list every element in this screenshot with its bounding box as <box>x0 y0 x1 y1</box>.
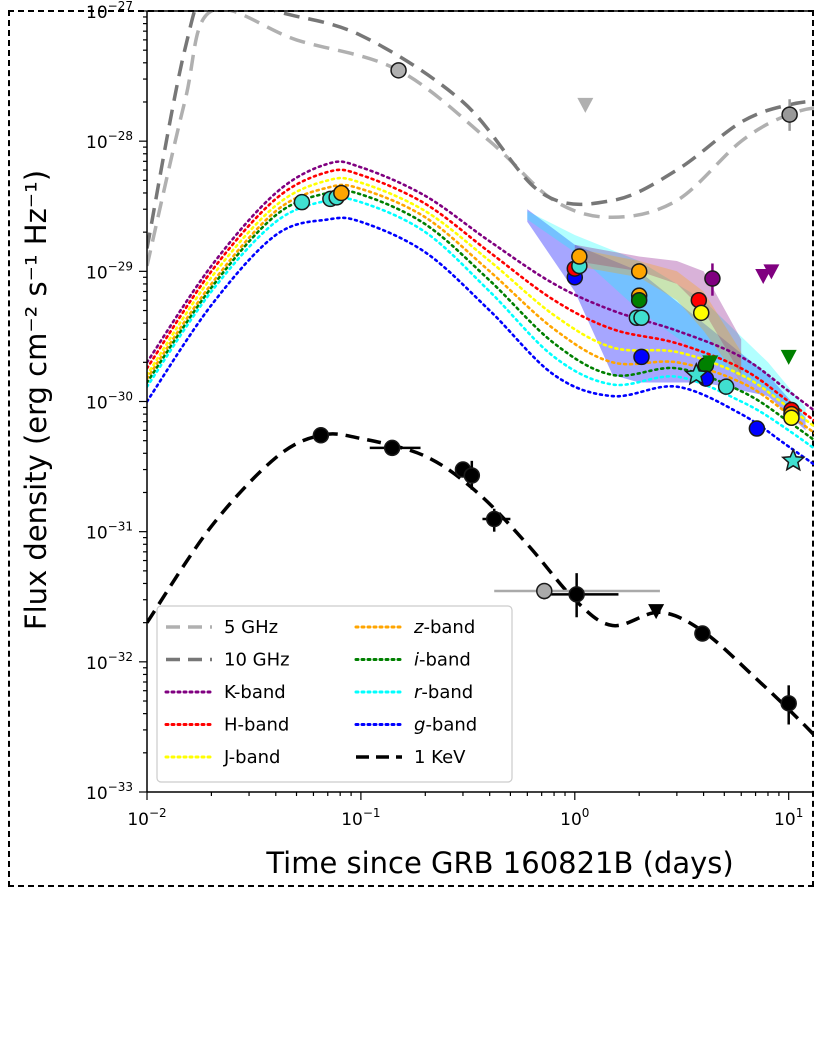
data-point <box>571 248 588 265</box>
model-curve-h-band <box>147 168 814 423</box>
upper-limit-triangle <box>648 604 665 620</box>
legend-label-r-band: r-band <box>414 682 473 703</box>
model-curve-k-band <box>147 160 814 412</box>
y-tick-label: 10−31 <box>86 520 133 544</box>
data-point <box>390 62 407 79</box>
data-point <box>692 304 710 322</box>
model-curve-1-kev <box>147 432 814 738</box>
data-point <box>630 263 648 280</box>
y-tick-label: 10−29 <box>86 259 133 283</box>
legend-label-j-band: J-band <box>223 747 280 768</box>
data-point <box>783 409 800 427</box>
data-point <box>463 467 481 484</box>
legend-label-h-band: H-band <box>224 715 289 736</box>
legend-label-z-band: z-band <box>413 617 475 638</box>
band-k-band <box>574 244 742 375</box>
x-tick-label: 10−2 <box>127 806 166 830</box>
legend-label-5-ghz: 5 GHz <box>224 617 278 638</box>
legend-box <box>156 605 513 783</box>
band-r-band <box>527 211 806 422</box>
data-point <box>630 291 648 309</box>
data-point <box>748 420 766 437</box>
legend-label-10-ghz: 10 GHz <box>224 650 290 671</box>
model-curve-10-ghz <box>147 11 814 249</box>
data-point <box>293 193 311 211</box>
x-tick-label: 100 <box>560 806 589 830</box>
data-point-star <box>684 361 709 386</box>
legend-label-g-band: g-band <box>414 715 477 736</box>
y-tick-label: 10−32 <box>86 650 133 674</box>
data-point <box>333 184 350 202</box>
data-point-star <box>780 447 806 472</box>
x-tick-label: 101 <box>774 806 803 830</box>
upper-limit-triangle <box>702 355 719 371</box>
data-point <box>694 625 711 642</box>
data-point <box>536 582 553 600</box>
upper-limit-triangle <box>780 349 797 365</box>
model-curve-g-band <box>147 216 814 466</box>
legend-label-k-band: K-band <box>224 682 286 703</box>
legend-label-1-kev: 1 KeV <box>414 747 466 768</box>
data-point <box>568 586 585 603</box>
data-point <box>633 348 650 366</box>
model-curve-z-band <box>147 183 814 435</box>
data-point <box>633 309 650 326</box>
model-curve-i-band <box>147 189 814 442</box>
upper-limit-triangle <box>763 264 780 280</box>
y-tick-label: 10−27 <box>86 0 133 23</box>
model-curve-r-band <box>147 196 814 450</box>
y-axis-title: Flux density (erg cm⁻² s⁻¹ Hz⁻¹) <box>19 170 53 630</box>
band-g-band <box>527 209 806 431</box>
y-tick-label: 10−28 <box>86 129 133 153</box>
upper-limit-triangle <box>577 97 594 113</box>
data-point <box>780 695 797 712</box>
x-axis-title: Time since GRB 160821B (days) <box>265 846 733 880</box>
x-tick-label: 10−1 <box>341 806 380 830</box>
data-point <box>312 427 330 444</box>
y-tick-label: 10−33 <box>86 780 133 804</box>
upper-limit-triangle <box>755 269 772 285</box>
data-point <box>781 106 798 123</box>
y-tick-label: 10−30 <box>86 390 133 414</box>
data-point <box>717 378 735 395</box>
data-point <box>383 439 401 457</box>
data-point <box>485 510 503 528</box>
legend-label-i-band: i-band <box>414 650 471 671</box>
data-point <box>704 270 721 287</box>
